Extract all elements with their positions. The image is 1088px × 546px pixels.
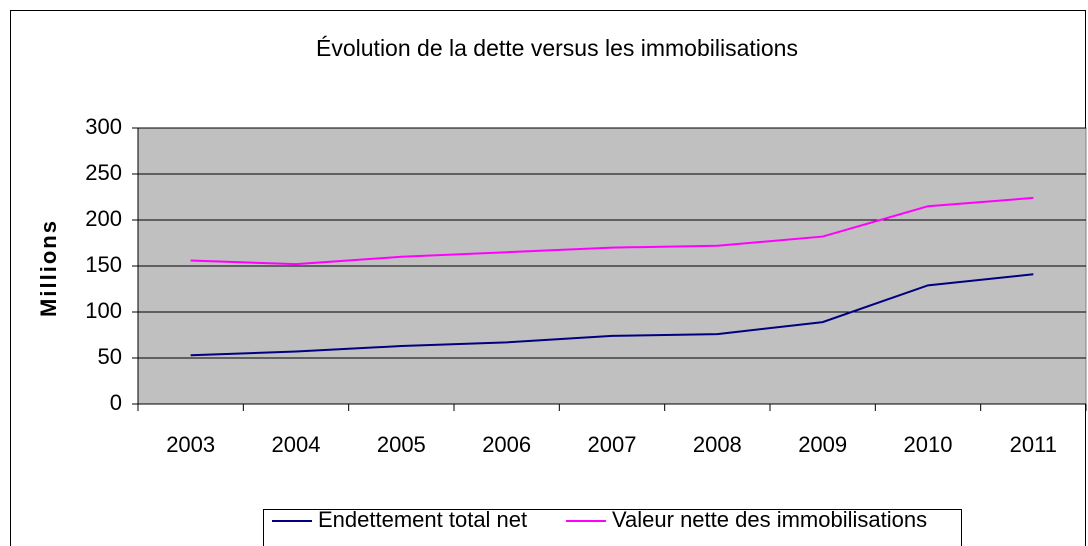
y-tick-label: 200 <box>85 206 122 231</box>
y-tick-label: 250 <box>85 160 122 185</box>
x-tick-label: 2008 <box>693 432 742 457</box>
y-tick-label: 300 <box>85 114 122 139</box>
x-tick-label: 2010 <box>904 432 953 457</box>
series-line <box>190 196 1034 266</box>
x-tick-label: 2003 <box>166 432 215 457</box>
x-tick-label: 2006 <box>482 432 531 457</box>
y-tick-label: 100 <box>85 298 122 323</box>
x-tick-label: 2004 <box>272 432 321 457</box>
x-tick-label: 2009 <box>798 432 847 457</box>
legend-label: Valeur nette des immobilisations <box>612 507 927 532</box>
y-axis-label: Millions <box>36 219 61 317</box>
y-tick-label: 50 <box>98 344 122 369</box>
x-tick-label: 2007 <box>588 432 637 457</box>
y-tick-label: 0 <box>110 390 122 415</box>
y-tick-label: 150 <box>85 252 122 277</box>
legend-box <box>263 509 962 546</box>
legend-label: Endettement total net <box>318 507 527 532</box>
series-line <box>190 273 1034 357</box>
x-tick-label: 2005 <box>377 432 426 457</box>
chart-title: Évolution de la dette versus les immobil… <box>316 35 798 61</box>
x-tick-label: 2011 <box>1010 432 1057 457</box>
